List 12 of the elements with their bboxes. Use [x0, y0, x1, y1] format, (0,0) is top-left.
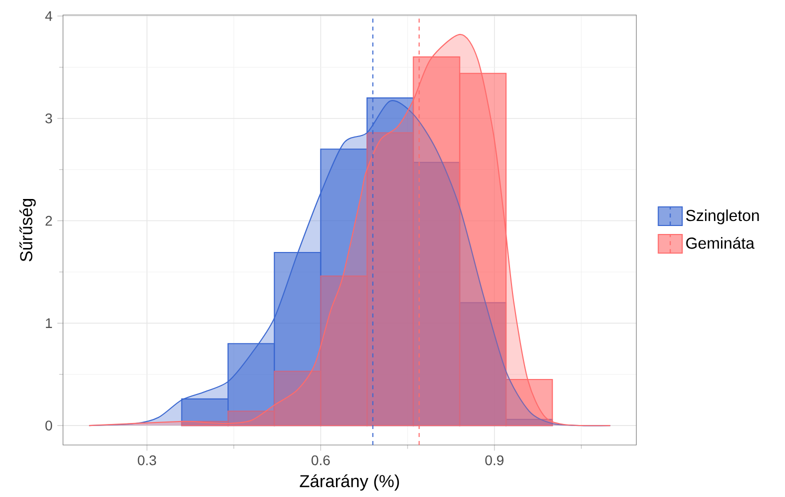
- legend-label: Szingleton: [686, 209, 759, 224]
- x-tick-label: 0.9: [485, 455, 504, 466]
- x-tick-label: 0.3: [138, 455, 156, 466]
- y-tick-label: 3: [45, 113, 52, 124]
- y-tick-label: 4: [45, 11, 52, 21]
- y-tick-label: 0: [45, 420, 52, 430]
- legend-label: Gemináta: [686, 236, 754, 249]
- y-tick-label: 1: [46, 318, 52, 328]
- x-axis-title: Zárarány (%): [300, 474, 399, 491]
- x-tick-label: 0.6: [312, 455, 330, 466]
- y-tick-label: 2: [46, 216, 52, 226]
- y-axis-title: Sűrűség: [19, 198, 36, 262]
